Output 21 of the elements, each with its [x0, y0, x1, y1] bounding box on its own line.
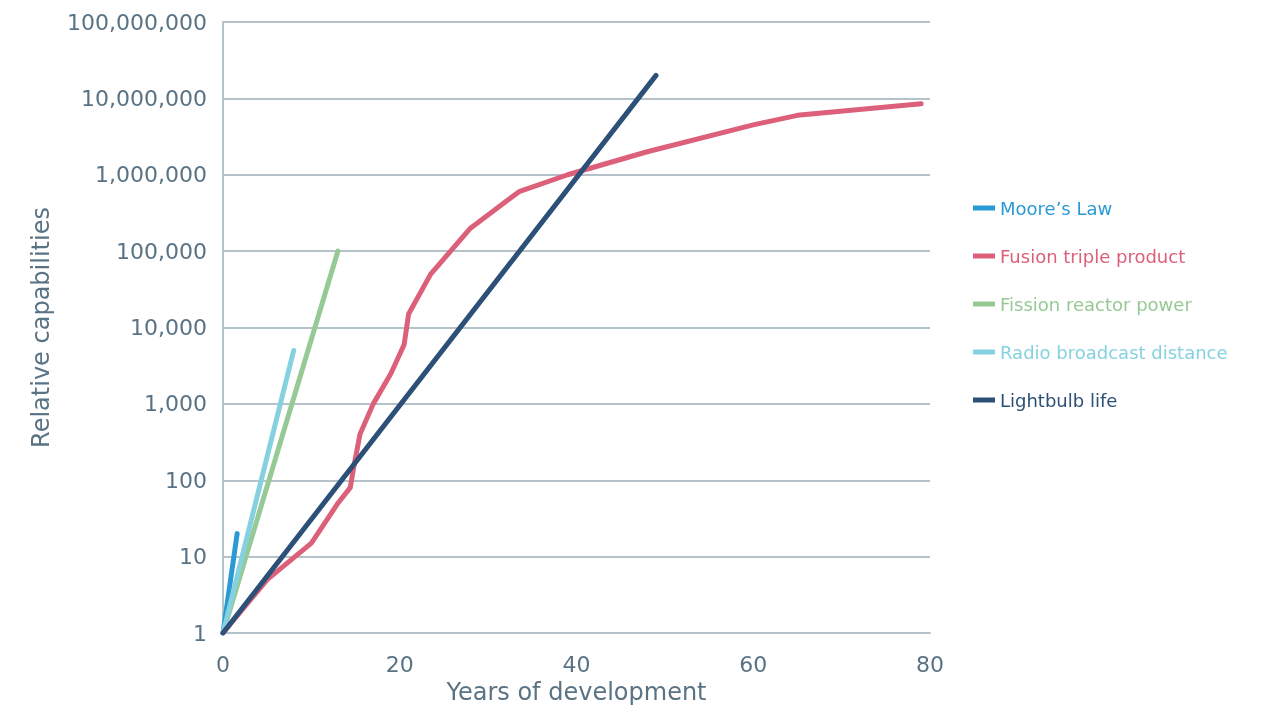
y-tick-label: 10 [179, 544, 207, 570]
y-tick-label: 100,000 [116, 238, 207, 264]
x-tick-label: 40 [562, 651, 591, 677]
legend-label: Lightbulb life [1000, 389, 1118, 411]
y-tick-label: 100,000,000 [67, 9, 207, 35]
y-tick-label: 1 [193, 620, 207, 646]
legend-label: Moore’s Law [1000, 197, 1113, 219]
x-tick-label: 0 [216, 651, 230, 677]
y-tick-label: 10,000,000 [81, 85, 207, 111]
legend-label: Fission reactor power [1000, 293, 1193, 315]
legend-label: Fusion triple product [1000, 245, 1186, 267]
x-tick-label: 60 [739, 651, 768, 677]
x-axis-title: Years of development [445, 677, 707, 706]
y-tick-label: 1,000 [144, 391, 207, 417]
y-tick-label: 10,000 [130, 315, 207, 340]
legend-label: Radio broadcast distance [1000, 341, 1228, 363]
y-axis-title: Relative capabilities [27, 207, 55, 448]
y-tick-label: 1,000,000 [95, 162, 207, 188]
x-tick-label: 20 [385, 651, 414, 677]
x-tick-label: 80 [916, 651, 944, 677]
y-tick-label: 100 [165, 467, 207, 493]
